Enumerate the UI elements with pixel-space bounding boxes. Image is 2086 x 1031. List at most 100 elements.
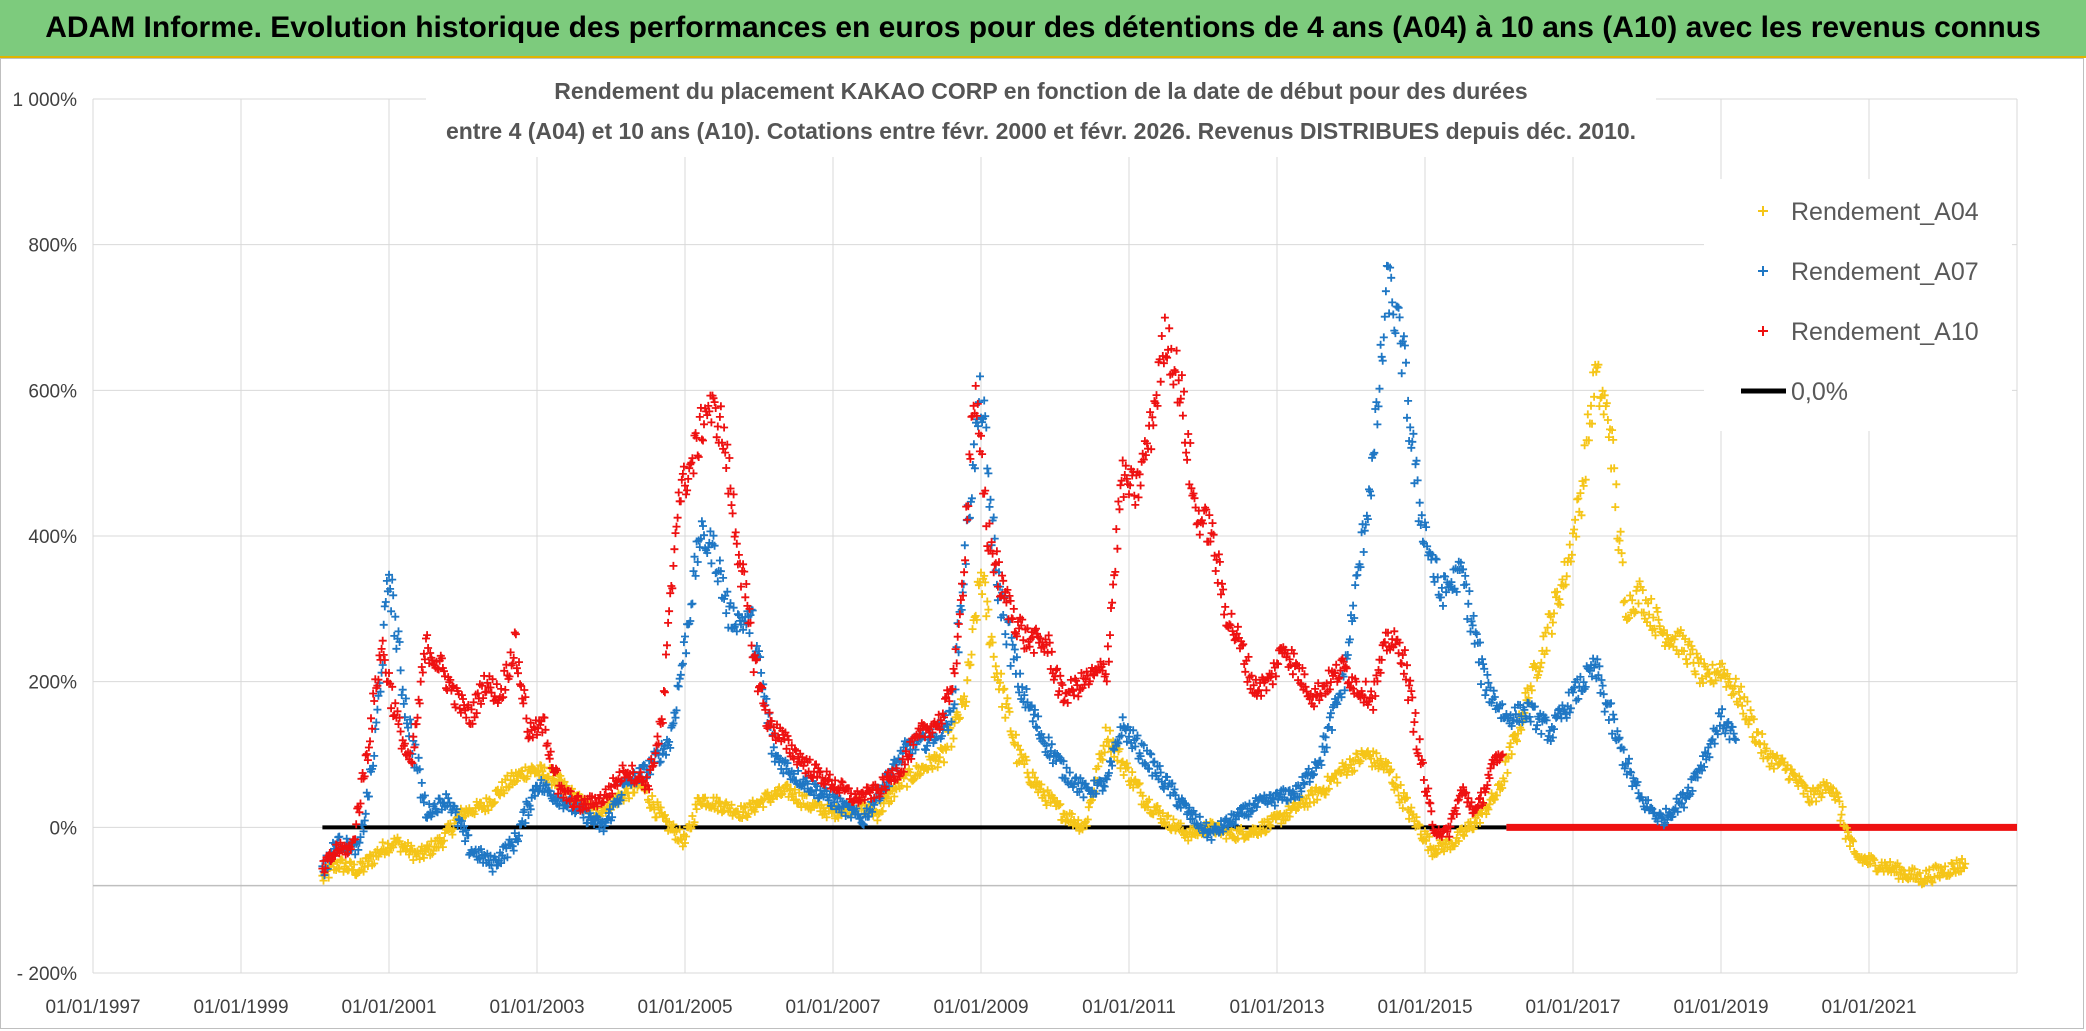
data-point-rendement_a04: [934, 757, 943, 766]
data-point-rendement_a07: [1724, 718, 1733, 726]
data-point-rendement_a04: [963, 676, 972, 685]
data-point-rendement_a07: [1609, 710, 1618, 719]
data-point-rendement_a10: [1187, 484, 1196, 493]
data-point-rendement_a04: [1561, 580, 1570, 589]
data-point-rendement_a10: [1215, 557, 1224, 566]
data-point-rendement_a07: [1046, 747, 1055, 755]
data-point-rendement_a10: [1241, 667, 1250, 676]
data-point-rendement_a10: [501, 685, 510, 694]
data-point-rendement_a04: [1098, 755, 1107, 764]
data-point-rendement_a07: [1489, 686, 1498, 695]
data-point-rendement_a04: [1123, 763, 1132, 772]
data-point-rendement_a07: [824, 796, 833, 805]
data-point-rendement_a07: [757, 668, 766, 677]
data-point-rendement_a04: [660, 811, 669, 819]
data-point-rendement_a04: [1886, 858, 1895, 866]
data-point-rendement_a07: [984, 469, 993, 478]
data-point-rendement_a07: [1333, 700, 1342, 709]
data-point-rendement_a04: [971, 611, 980, 620]
data-point-rendement_a07: [1404, 396, 1413, 405]
data-point-rendement_a04: [1681, 635, 1690, 643]
data-point-rendement_a10: [784, 736, 793, 744]
data-point-rendement_a07: [369, 761, 378, 770]
data-point-rendement_a10: [1177, 371, 1186, 380]
data-point-rendement_a10: [505, 672, 514, 681]
data-point-rendement_a10: [417, 663, 426, 671]
data-point-rendement_a10: [380, 656, 389, 664]
data-point-rendement_a07: [1647, 803, 1656, 812]
data-point-rendement_a04: [1308, 790, 1317, 799]
data-point-rendement_a04: [1599, 410, 1608, 419]
data-point-rendement_a04: [1645, 610, 1654, 619]
data-point-rendement_a07: [1092, 789, 1101, 798]
data-point-rendement_a10: [710, 398, 719, 407]
data-point-rendement_a04: [335, 864, 344, 873]
data-point-rendement_a04: [490, 798, 499, 807]
data-point-rendement_a10: [988, 549, 997, 558]
data-point-rendement_a07: [1230, 820, 1239, 829]
data-point-rendement_a10: [1244, 652, 1253, 661]
data-point-rendement_a10: [1152, 391, 1161, 400]
data-point-rendement_a07: [986, 495, 995, 504]
data-point-rendement_a07: [382, 576, 391, 585]
data-point-rendement_a10: [1018, 615, 1027, 624]
data-point-rendement_a10: [440, 667, 448, 676]
data-point-rendement_a07: [1658, 813, 1667, 821]
data-point-rendement_a07: [1417, 511, 1426, 520]
data-point-rendement_a04: [903, 782, 911, 791]
x-tick-label: 01/01/1997: [45, 997, 140, 1018]
data-point-rendement_a10: [881, 785, 890, 794]
data-point-rendement_a07: [1343, 651, 1352, 659]
data-point-rendement_a07: [868, 807, 877, 816]
data-point-rendement_a04: [961, 702, 970, 710]
data-point-rendement_a07: [1378, 356, 1387, 365]
data-point-rendement_a10: [1311, 684, 1320, 693]
data-point-rendement_a07: [462, 826, 471, 835]
data-point-rendement_a04: [1746, 706, 1755, 715]
data-point-rendement_a07: [608, 813, 617, 822]
data-point-rendement_a04: [790, 785, 799, 794]
x-tick-label: 01/01/2011: [1082, 997, 1176, 1018]
data-point-rendement_a07: [1399, 332, 1408, 341]
data-point-rendement_a07: [1367, 491, 1376, 500]
data-point-rendement_a07: [1681, 793, 1690, 802]
data-point-rendement_a10: [683, 486, 692, 495]
data-point-rendement_a07: [1721, 729, 1730, 738]
data-point-rendement_a07: [969, 440, 978, 449]
data-point-rendement_a04: [1550, 609, 1558, 618]
data-point-rendement_a04: [675, 825, 684, 834]
data-point-rendement_a04: [1542, 646, 1551, 655]
data-point-rendement_a10: [770, 729, 779, 738]
data-point-rendement_a04: [1350, 766, 1359, 775]
data-point-rendement_a04: [1910, 865, 1919, 874]
data-point-rendement_a04: [1566, 557, 1575, 566]
data-point-rendement_a10: [739, 560, 748, 569]
data-point-rendement_a10: [963, 515, 972, 524]
data-point-rendement_a10: [1202, 505, 1211, 514]
data-point-rendement_a04: [1476, 818, 1484, 827]
data-point-rendement_a10: [926, 733, 935, 741]
data-point-rendement_a04: [1625, 614, 1633, 622]
data-point-rendement_a04: [780, 787, 789, 796]
data-point-rendement_a07: [595, 824, 604, 833]
data-point-rendement_a04: [1653, 607, 1662, 616]
data-point-rendement_a10: [731, 528, 740, 537]
data-point-rendement_a07: [1340, 686, 1349, 695]
data-point-rendement_a07: [1416, 521, 1425, 529]
data-point-rendement_a10: [837, 777, 846, 786]
data-point-rendement_a07: [689, 567, 698, 576]
data-point-rendement_a07: [599, 827, 608, 836]
data-point-rendement_a04: [1650, 624, 1659, 633]
data-point-rendement_a10: [593, 802, 602, 811]
data-point-rendement_a10: [825, 770, 834, 779]
data-point-rendement_a07: [515, 831, 523, 840]
data-point-rendement_a04: [1067, 810, 1076, 818]
data-point-rendement_a04: [1750, 737, 1759, 746]
data-point-rendement_a10: [1019, 636, 1028, 645]
data-point-rendement_a10: [1411, 709, 1420, 717]
data-point-rendement_a10: [512, 664, 521, 673]
data-point-rendement_a07: [1379, 333, 1388, 342]
data-point-rendement_a04: [1405, 814, 1414, 823]
data-point-rendement_a10: [934, 710, 943, 719]
data-point-rendement_a10: [1349, 684, 1358, 693]
